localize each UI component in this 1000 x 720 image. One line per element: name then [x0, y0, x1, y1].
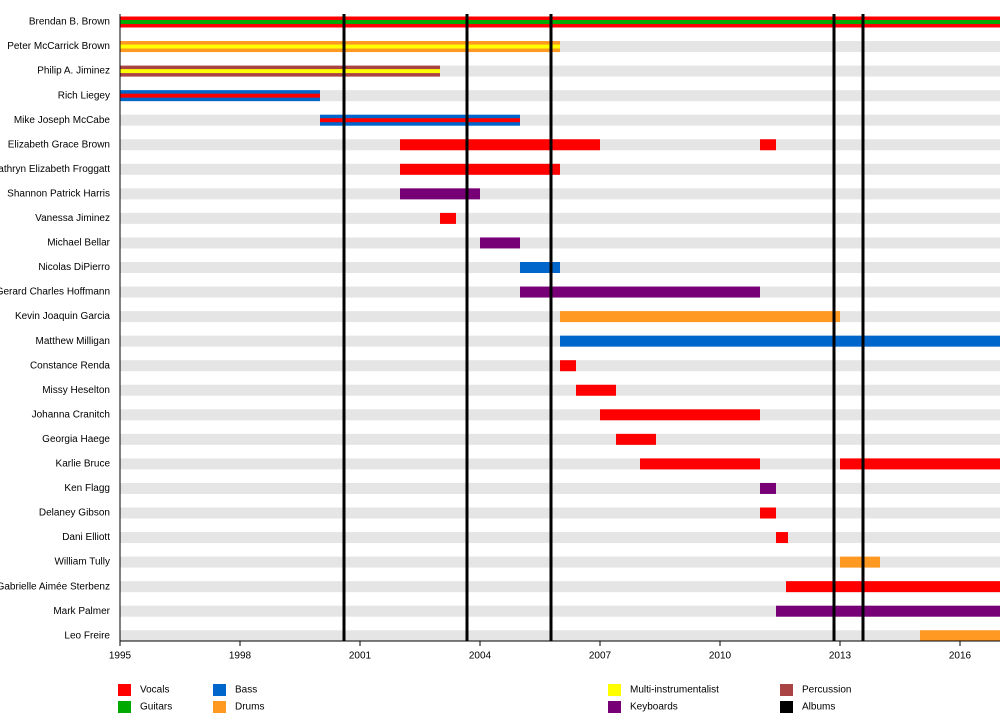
- member-bar: [786, 581, 1000, 593]
- row-band: [120, 605, 1000, 617]
- member-name: Karlie Bruce: [56, 459, 111, 470]
- row-band: [120, 532, 1000, 544]
- legend-label: Drums: [235, 702, 264, 713]
- x-tick-label: 2010: [709, 651, 732, 662]
- member-bar: [480, 237, 520, 249]
- member-name: Peter McCarrick Brown: [7, 41, 110, 52]
- member-bar-stripe: [120, 44, 560, 49]
- row-band: [120, 581, 1000, 593]
- row-band: [120, 482, 1000, 494]
- member-bar: [776, 532, 788, 544]
- x-tick-label: 2016: [949, 651, 972, 662]
- member-name: Missy Heselton: [42, 385, 110, 396]
- legend-label: Guitars: [140, 702, 172, 713]
- member-name: Elizabeth Grace Brown: [8, 139, 110, 150]
- member-name: Shannon Patrick Harris: [7, 188, 110, 199]
- x-tick-label: 1998: [229, 651, 252, 662]
- member-bar: [560, 360, 576, 372]
- member-bar: [760, 482, 776, 494]
- member-name: Kevin Joaquin Garcia: [15, 311, 110, 322]
- legend-swatch: [608, 701, 621, 713]
- member-bar: [616, 433, 656, 445]
- member-bar: [440, 212, 456, 224]
- member-bar: [760, 507, 776, 519]
- legend-swatch: [608, 684, 621, 696]
- x-tick-label: 2004: [469, 651, 492, 662]
- row-band: [120, 212, 1000, 224]
- member-name: Leo Freire: [64, 630, 110, 641]
- member-bar: [560, 311, 840, 323]
- member-name: Constance Renda: [30, 360, 110, 371]
- member-bar-stripe: [120, 93, 320, 98]
- legend-swatch: [780, 684, 793, 696]
- member-name: Johanna Cranitch: [32, 409, 110, 420]
- row-band: [120, 409, 1000, 421]
- row-band: [120, 237, 1000, 249]
- row-band: [120, 90, 1000, 102]
- row-band: [120, 630, 1000, 642]
- row-band: [120, 384, 1000, 396]
- legend-swatch: [213, 701, 226, 713]
- legend-swatch: [118, 684, 131, 696]
- member-bar: [776, 605, 1000, 617]
- x-tick-label: 2007: [589, 651, 612, 662]
- member-bar: [400, 188, 480, 200]
- member-name: Ken Flagg: [64, 483, 110, 494]
- member-bar: [840, 556, 880, 568]
- member-name: Dani Elliott: [62, 532, 110, 543]
- member-bar: [400, 139, 600, 151]
- member-bar-stripe: [320, 118, 520, 123]
- row-band: [120, 188, 1000, 200]
- member-name: Brendan B. Brown: [29, 17, 110, 28]
- member-name: Philip A. Jiminez: [37, 66, 110, 77]
- row-band: [120, 556, 1000, 568]
- row-band: [120, 65, 1000, 77]
- legend-label: Multi-instrumentalist: [630, 685, 719, 696]
- member-name: Matthew Milligan: [36, 336, 110, 347]
- x-tick-label: 1995: [109, 651, 132, 662]
- legend-label: Bass: [235, 685, 257, 696]
- legend-label: Keyboards: [630, 702, 678, 713]
- member-name: Mike Joseph McCabe: [14, 115, 111, 126]
- row-band: [120, 507, 1000, 519]
- member-bar: [520, 262, 560, 273]
- member-name: Gerard Charles Hoffmann: [0, 287, 110, 298]
- member-bar: [640, 458, 760, 470]
- legend-swatch: [213, 684, 226, 696]
- member-name: William Tully: [54, 557, 110, 568]
- row-band: [120, 114, 1000, 126]
- legend-label: Vocals: [140, 685, 169, 696]
- member-name: Mark Palmer: [53, 606, 110, 617]
- member-bar: [840, 458, 1000, 470]
- member-bar: [920, 630, 1000, 642]
- member-name: Rich Liegey: [58, 90, 110, 101]
- member-name: Delaney Gibson: [39, 508, 110, 519]
- member-bar: [400, 163, 560, 175]
- member-name: Vanessa Jiminez: [35, 213, 110, 224]
- member-name: Michael Bellar: [47, 238, 110, 249]
- legend-swatch: [118, 701, 131, 713]
- row-band: [120, 458, 1000, 470]
- member-bar: [760, 139, 776, 151]
- row-band: [120, 433, 1000, 445]
- member-bar: [576, 384, 616, 396]
- legend-label: Percussion: [802, 685, 851, 696]
- legend-swatch: [780, 701, 793, 713]
- member-name: Kathryn Elizabeth Froggatt: [0, 164, 110, 175]
- member-name: Gabrielle Aimée Sterbenz: [0, 581, 110, 592]
- legend-label: Albums: [802, 702, 835, 713]
- member-bar-stripe: [120, 69, 440, 74]
- member-bar-stripe: [120, 20, 1000, 24]
- x-tick-label: 2013: [829, 651, 852, 662]
- member-name: Georgia Haege: [42, 434, 110, 445]
- member-bar: [520, 286, 760, 298]
- member-bar: [560, 335, 1000, 347]
- x-tick-label: 2001: [349, 651, 372, 662]
- member-name: Nicolas DiPierro: [38, 262, 110, 273]
- member-bar: [600, 409, 760, 421]
